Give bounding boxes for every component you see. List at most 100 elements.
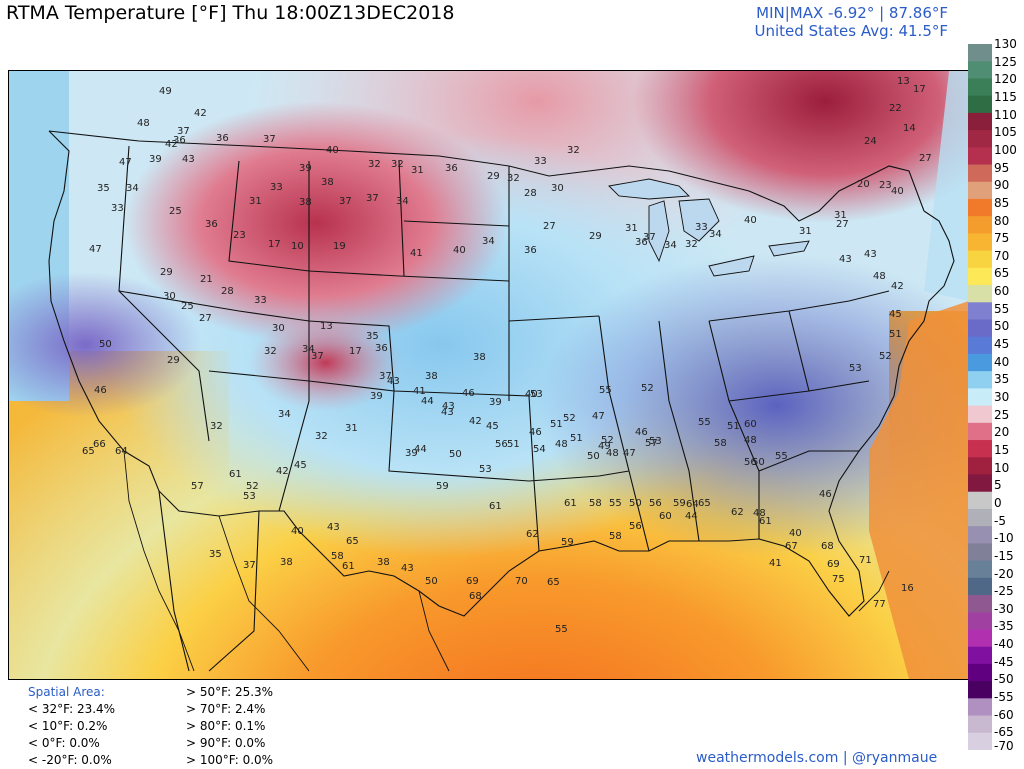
station-temperature-label: 53: [479, 464, 492, 475]
stat-above-50: > 50°F: 25.3%: [186, 685, 274, 699]
station-temperature-label: 34: [709, 229, 722, 240]
station-temperature-label: 32: [315, 431, 328, 442]
colorbar-swatch: [968, 457, 992, 475]
colorbar-swatch: [968, 302, 992, 321]
station-temperature-label: 38: [321, 177, 334, 188]
station-temperature-label: 55: [775, 451, 788, 462]
station-temperature-label: 59: [561, 537, 574, 548]
station-temperature-label: 17: [268, 239, 281, 250]
station-temperature-label: 35: [209, 549, 222, 560]
station-temperature-label: 43: [401, 563, 414, 574]
station-temperature-label: 45: [294, 460, 307, 471]
station-temperature-label: 43: [441, 407, 454, 418]
station-temperature-label: 32: [368, 159, 381, 170]
colorbar-label: 80: [994, 213, 1010, 228]
colorbar-label: -15: [994, 548, 1014, 563]
colorbar-swatch: [968, 543, 992, 562]
station-temperature-label: 36: [173, 135, 186, 146]
station-temperature-label: 44: [685, 511, 698, 522]
colorbar-swatch: [968, 577, 992, 596]
colorbar-swatch: [968, 371, 992, 389]
colorbar-label: 20: [994, 425, 1010, 440]
stat-above-90: > 90°F: 0.0%: [186, 736, 266, 750]
station-temperature-label: 38: [473, 352, 486, 363]
station-temperature-label: 38: [280, 557, 293, 568]
station-temperature-label: 13: [320, 321, 333, 332]
station-temperature-label: 31: [345, 423, 358, 434]
station-temperature-label: 41: [410, 248, 423, 259]
colorbar-swatch: [968, 353, 992, 372]
station-temperature-label: 17: [913, 84, 926, 95]
station-temperature-label: 65: [346, 536, 359, 547]
station-temperature-label: 58: [609, 531, 622, 542]
station-temperature-label: 36: [524, 245, 537, 256]
colorbar-label: 45: [994, 337, 1010, 352]
colorbar-label: -60: [994, 707, 1014, 722]
station-temperature-label: 36: [635, 237, 648, 248]
colorbar-label: 75: [994, 231, 1010, 246]
station-temperature-label: 52: [563, 413, 576, 424]
colorbar-swatch: [968, 61, 992, 79]
credit-link[interactable]: weathermodels.com | @ryanmaue: [696, 750, 938, 766]
colorbar-label: -10: [994, 531, 1014, 546]
colorbar-label: 60: [994, 284, 1010, 299]
colorbar-label: 100: [994, 142, 1017, 157]
colorbar-swatch: [968, 715, 992, 734]
station-temperature-label: 22: [889, 103, 902, 114]
station-temperature-label: 62: [731, 507, 744, 518]
station-temperature-label: 36: [216, 133, 229, 144]
colorbar-swatch: [968, 681, 992, 699]
colorbar-label: 120: [994, 72, 1017, 87]
station-temperature-label: 55: [599, 385, 612, 396]
station-temperature-label: 52: [601, 435, 614, 446]
colorbar-label: -35: [994, 619, 1014, 634]
station-temperature-label: 36: [445, 163, 458, 174]
station-temperature-label: 66: [93, 439, 106, 450]
station-temperature-label: 71: [859, 555, 872, 566]
colorbar-label: 105: [994, 125, 1017, 140]
station-temperature-label: 38: [377, 557, 390, 568]
colorbar-label: 95: [994, 160, 1010, 175]
colorbar-label: 5: [994, 478, 1002, 493]
station-temperature-label: 50: [425, 576, 438, 587]
station-temperature-label: 61: [564, 498, 577, 509]
colorbar-swatch: [968, 285, 992, 303]
temperature-map[interactable]: 49 42 37 36 36 37 48 42 47 39 43 40 32 32 31 36 29 32 33 32…: [8, 70, 970, 680]
colorbar-swatch: [968, 250, 992, 269]
station-temperature-label: 14: [903, 123, 916, 134]
station-temperature-label: 27: [919, 153, 932, 164]
min-max-text: MIN|MAX -6.92° | 87.86°F: [756, 4, 948, 22]
colorbar-label: 35: [994, 372, 1010, 387]
station-temperature-label: 27: [199, 313, 212, 324]
station-temperature-label: 40: [891, 186, 904, 197]
colorbar-label: -45: [994, 654, 1014, 669]
station-temperature-label: 49: [159, 86, 172, 97]
station-temperature-label: 37: [643, 232, 656, 243]
station-temperature-label: 49: [598, 441, 611, 452]
colorbar-label: 10: [994, 460, 1010, 475]
colorbar-swatch: [968, 319, 992, 338]
station-temperature-label: 34: [396, 196, 409, 207]
station-temperature-label: 39: [405, 448, 418, 459]
station-temperature-label: 60: [744, 419, 757, 430]
station-temperature-label: 50: [587, 451, 600, 462]
station-temperature-label: 60: [659, 511, 672, 522]
station-temperature-label: 61: [229, 469, 242, 480]
colorbar-swatch: [968, 130, 992, 148]
station-temperature-label: 56: [649, 498, 662, 509]
colorbar-label: -50: [994, 672, 1014, 687]
station-temperature-label: 24: [864, 136, 877, 147]
colorbar-label: -55: [994, 690, 1014, 705]
station-temperature-label: 50: [449, 449, 462, 460]
station-temperature-label: 37: [243, 560, 256, 571]
station-temperature-label: 39: [489, 397, 502, 408]
station-temperature-label: 40: [291, 526, 304, 537]
colorbar-label: 0: [994, 495, 1002, 510]
station-temperature-label: 29: [589, 231, 602, 242]
station-temperature-label: 65: [547, 577, 560, 588]
colorbar-label: 125: [994, 54, 1017, 69]
station-temperature-label: 50: [99, 339, 112, 350]
colorbar-swatch: [968, 629, 992, 648]
colorbar-swatch: [968, 78, 992, 97]
